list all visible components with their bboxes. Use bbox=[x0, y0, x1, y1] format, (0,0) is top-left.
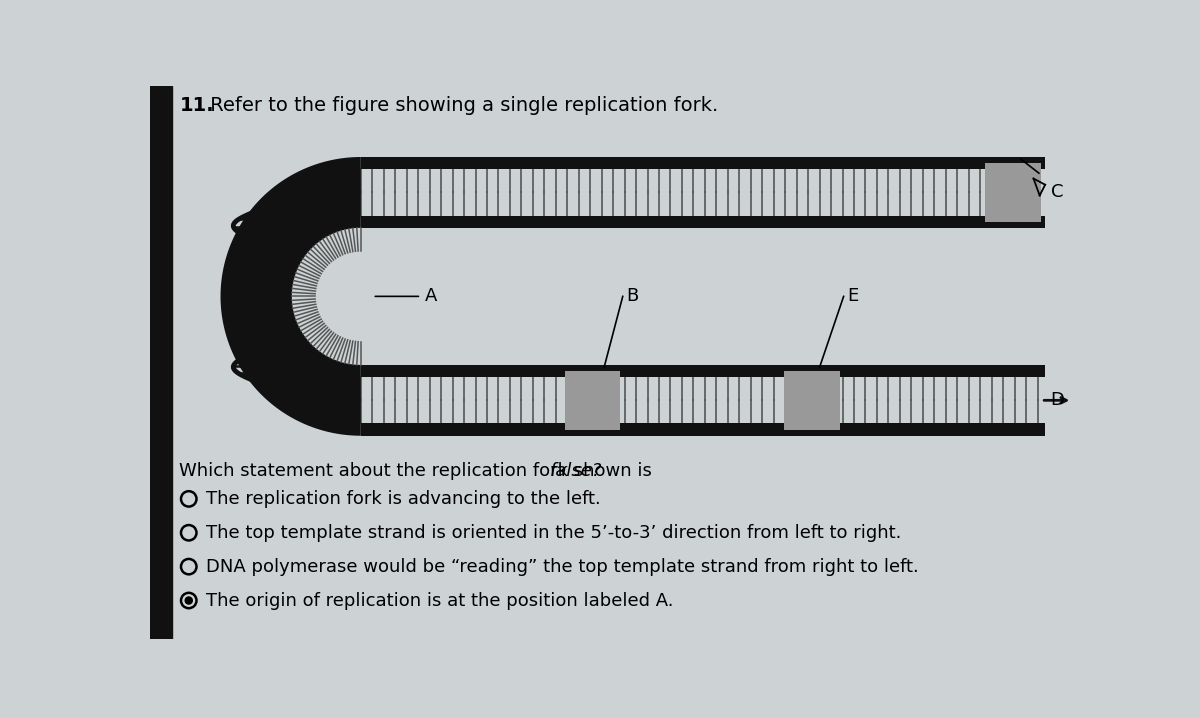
Circle shape bbox=[185, 596, 193, 605]
Text: The replication fork is advancing to the left.: The replication fork is advancing to the… bbox=[206, 490, 600, 508]
Text: C: C bbox=[1050, 183, 1063, 202]
Text: Refer to the figure showing a single replication fork.: Refer to the figure showing a single rep… bbox=[204, 96, 719, 115]
Text: E: E bbox=[847, 287, 859, 305]
Text: The origin of replication is at the position labeled A.: The origin of replication is at the posi… bbox=[206, 592, 673, 610]
Bar bbox=[361, 424, 1045, 436]
Text: false?: false? bbox=[551, 462, 602, 480]
Text: D: D bbox=[1050, 391, 1064, 409]
Bar bbox=[985, 163, 1042, 222]
Text: The top template strand is oriented in the 5’-to-3’ direction from left to right: The top template strand is oriented in t… bbox=[206, 523, 901, 542]
Text: 11.: 11. bbox=[180, 96, 214, 115]
Polygon shape bbox=[221, 157, 361, 436]
Bar bbox=[565, 371, 620, 429]
Bar bbox=[361, 157, 1045, 169]
Text: B: B bbox=[626, 287, 638, 305]
Bar bbox=[361, 365, 1045, 377]
Bar bbox=[784, 371, 840, 429]
Text: DNA polymerase would be “reading” the top template strand from right to left.: DNA polymerase would be “reading” the to… bbox=[206, 558, 918, 576]
Bar bbox=[361, 215, 1045, 228]
Text: A: A bbox=[425, 287, 438, 305]
Bar bbox=[150, 86, 172, 639]
Text: Which statement about the replication fork shown is: Which statement about the replication fo… bbox=[180, 462, 658, 480]
